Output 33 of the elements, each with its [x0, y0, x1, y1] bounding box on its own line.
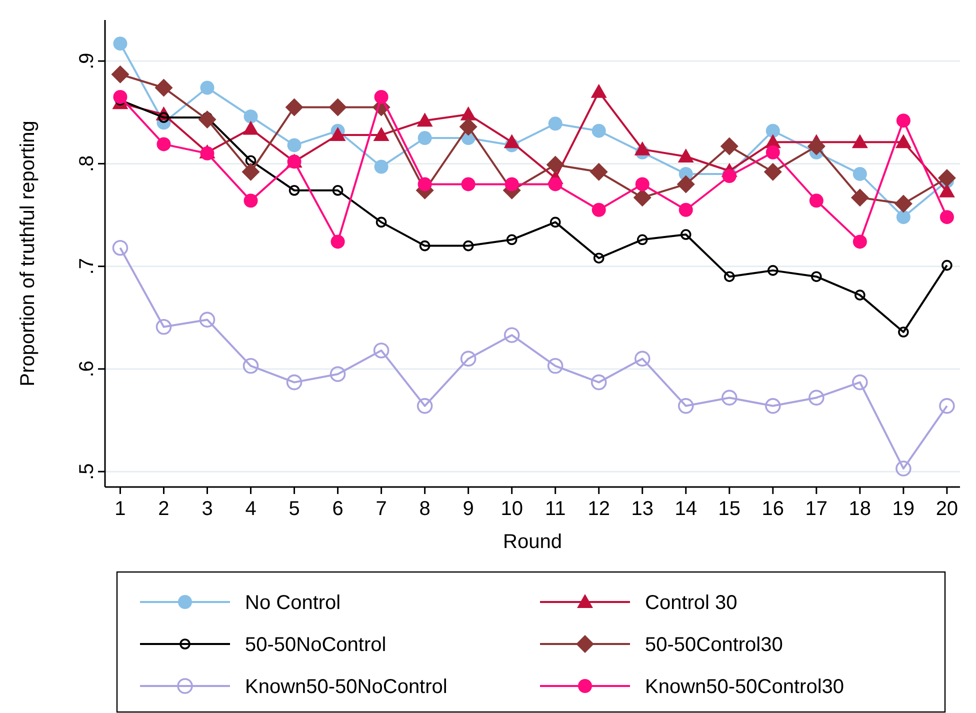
x-tick-label: 16 [762, 498, 784, 520]
x-tick-label: 1 [114, 498, 126, 520]
legend-label: No Control [245, 592, 341, 614]
y-tick-label: .5 [76, 463, 98, 480]
legend-label: 50-50NoControl [245, 634, 386, 656]
legend-label: Control 30 [645, 592, 738, 614]
x-tick-label: 4 [245, 498, 256, 520]
legend-label: Known50-50Control30 [645, 676, 844, 698]
x-tick-label: 9 [462, 498, 474, 520]
x-tick-label: 8 [419, 498, 430, 520]
x-tick-label: 20 [936, 498, 958, 520]
x-tick-label: 5 [288, 498, 300, 520]
x-tick-label: 17 [805, 498, 828, 520]
x-tick-label: 2 [158, 498, 170, 520]
x-tick-label: 6 [332, 498, 344, 520]
legend-label: 50-50Control30 [645, 634, 783, 656]
y-tick-label: .7 [76, 258, 98, 275]
x-tick-label: 13 [631, 498, 654, 520]
y-tick-label: .9 [76, 52, 98, 70]
x-tick-label: 18 [848, 498, 872, 520]
x-tick-label: 19 [892, 498, 915, 520]
x-tick-label: 12 [588, 498, 610, 520]
x-tick-label: 7 [376, 498, 387, 520]
x-axis-title: Round [503, 531, 562, 553]
y-axis-title: Proportion of truthful reporting [17, 120, 39, 386]
x-tick-label: 10 [500, 498, 523, 520]
x-tick-label: 11 [544, 498, 566, 520]
y-tick-label: .8 [76, 155, 98, 172]
y-tick-label: .6 [76, 360, 98, 378]
x-tick-label: 14 [674, 498, 698, 520]
x-tick-label: 3 [202, 498, 213, 520]
legend-label: Known50-50NoControl [245, 676, 448, 698]
x-tick-label: 15 [718, 498, 741, 520]
